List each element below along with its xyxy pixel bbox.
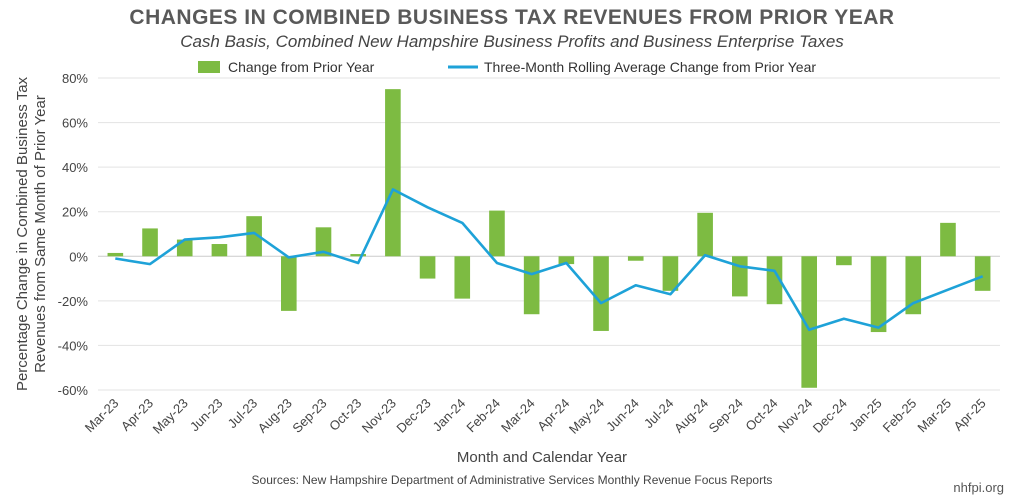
- bar: [836, 256, 852, 266]
- legend-label-line: Three-Month Rolling Average Change from …: [484, 59, 816, 75]
- x-tick-label: Mar-24: [498, 396, 538, 436]
- bar: [801, 256, 817, 388]
- y-axis-title-line-2: Revenues from Same Month of Prior Year: [32, 95, 49, 373]
- x-tick-label: May-24: [566, 396, 607, 437]
- chart-canvas: -60% -40% -20% 0% 20% 40% 60% 80% Mar-23Apr-23M…: [14, 59, 1000, 466]
- x-tick-label: Mar-23: [82, 396, 122, 436]
- bar: [593, 256, 609, 331]
- x-tick-label: Mar-25: [914, 396, 954, 436]
- y-tick-label: 20%: [62, 205, 88, 220]
- bar: [905, 256, 922, 315]
- x-tick-label: Jan-25: [846, 396, 885, 435]
- y-tick-label: 60%: [62, 116, 88, 131]
- bar: [385, 89, 401, 257]
- x-tick-label: Feb-25: [880, 396, 920, 436]
- credit-text: nhfpi.org: [953, 480, 1004, 495]
- x-tick-label: Aug-24: [671, 396, 711, 436]
- bar: [766, 256, 783, 305]
- source-note: Sources: New Hampshire Department of Adm…: [251, 473, 773, 487]
- bar: [558, 256, 575, 265]
- bar-series: [107, 89, 991, 388]
- y-tick-label: 80%: [62, 71, 88, 86]
- y-tick-label: -20%: [58, 294, 89, 309]
- bar: [870, 256, 887, 333]
- bar: [315, 227, 332, 257]
- chart-title: CHANGES IN COMBINED BUSINESS TAX REVENUE…: [129, 6, 895, 29]
- x-tick-label: Oct-23: [326, 396, 364, 434]
- y-tick-label: -40%: [58, 338, 89, 353]
- y-tick-label: 0%: [69, 249, 88, 264]
- bar: [523, 256, 540, 315]
- x-tick-label: Aug-23: [255, 396, 295, 436]
- rolling-average-line: [115, 188, 984, 332]
- bar: [627, 256, 644, 261]
- x-tick-label: Dec-23: [393, 396, 433, 436]
- bar: [697, 212, 713, 257]
- legend: Change from Prior Year Three-Month Rolli…: [198, 59, 816, 75]
- x-tick-label: Sep-24: [706, 396, 746, 436]
- bar: [454, 256, 471, 299]
- x-tick-label: Nov-24: [775, 396, 815, 436]
- legend-label-bar: Change from Prior Year: [228, 59, 375, 75]
- bar: [107, 252, 124, 257]
- bar: [211, 244, 228, 257]
- x-tick-label: Nov-23: [359, 396, 399, 436]
- y-tick-label: 40%: [62, 160, 88, 175]
- x-tick-label: Apr-25: [951, 396, 989, 434]
- x-tick-label: Sep-23: [289, 396, 329, 436]
- bar: [732, 256, 748, 297]
- x-tick-label: Jan-24: [430, 396, 469, 435]
- bar: [281, 256, 297, 311]
- x-tick-label: May-23: [150, 396, 191, 437]
- bar: [662, 256, 679, 291]
- y-axis-ticks: -60% -40% -20% 0% 20% 40% 60% 80%: [58, 71, 89, 398]
- line-series: [115, 188, 984, 332]
- x-tick-label: Jun-23: [187, 396, 226, 435]
- bar: [246, 216, 262, 257]
- bar: [419, 256, 436, 279]
- x-tick-label: Oct-24: [742, 396, 780, 434]
- gridlines: [98, 77, 1000, 391]
- x-tick-label: Jun-24: [603, 396, 642, 435]
- y-axis-title-line-1: Percentage Change in Combined Business T…: [14, 76, 31, 391]
- x-tick-label: Dec-24: [810, 396, 850, 436]
- y-tick-label: -60%: [58, 383, 89, 398]
- bar: [489, 210, 505, 257]
- bar: [940, 222, 956, 257]
- bar: [142, 228, 158, 257]
- bar: [974, 256, 991, 291]
- bar: [350, 254, 366, 257]
- x-tick-label: Feb-24: [463, 396, 503, 436]
- chart-subtitle: Cash Basis, Combined New Hampshire Busin…: [180, 32, 844, 51]
- x-axis-title: Month and Calendar Year: [457, 449, 627, 466]
- legend-swatch-bar: [198, 61, 220, 73]
